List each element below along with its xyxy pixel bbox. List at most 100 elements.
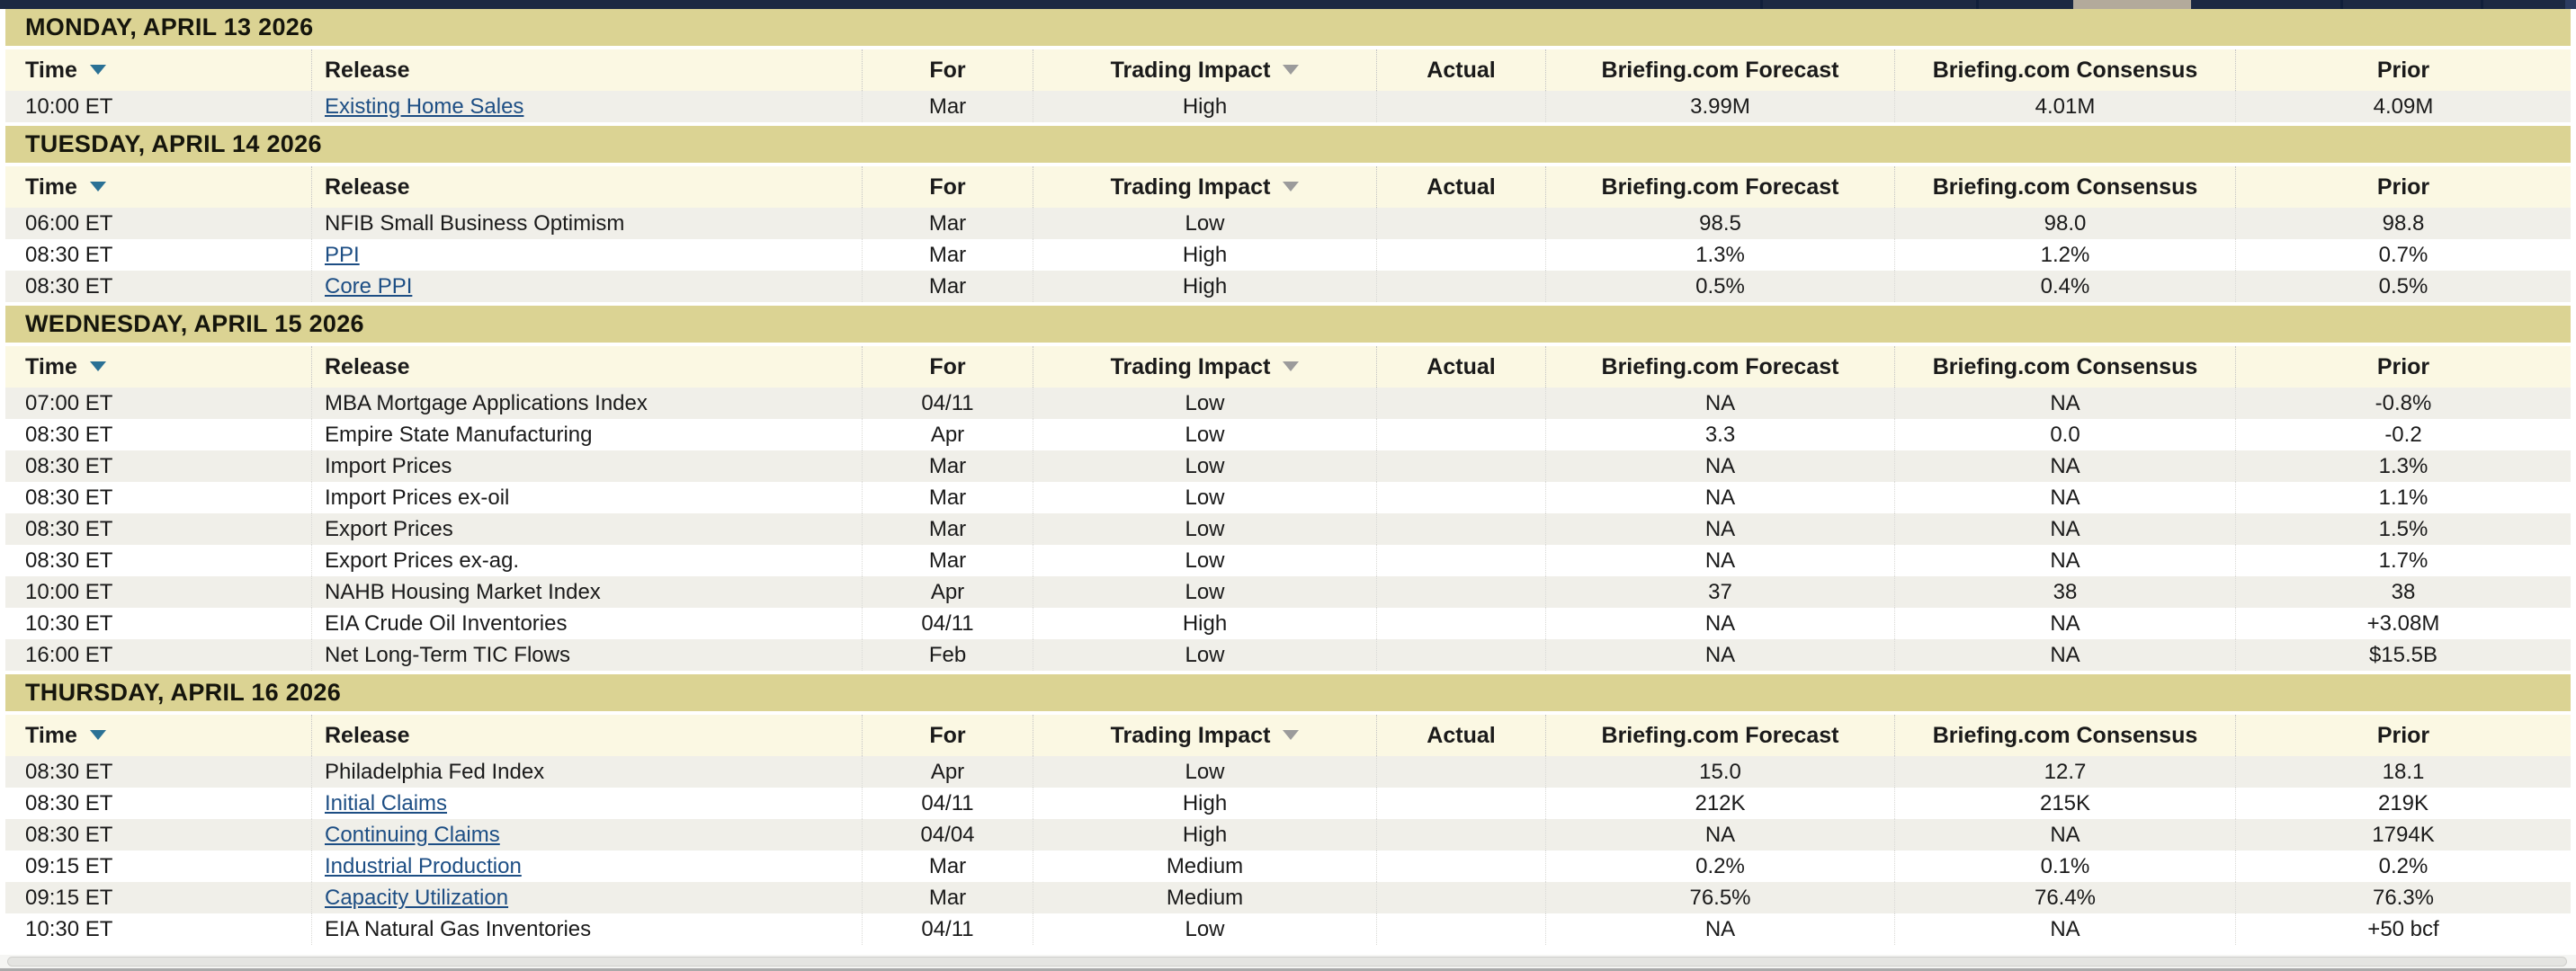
trading-impact-cell: High xyxy=(1033,608,1376,639)
for-cell: Mar xyxy=(862,851,1033,882)
prior-cell: -0.8% xyxy=(2235,388,2571,419)
release-link[interactable]: PPI xyxy=(325,243,360,267)
sort-descending-arrow-icon xyxy=(89,64,106,75)
actual-cell xyxy=(1376,576,1545,608)
forecast-cell: 212K xyxy=(1545,788,1894,819)
release-link[interactable]: Initial Claims xyxy=(325,791,448,815)
trading-impact-cell: High xyxy=(1033,91,1376,122)
prior-cell: 38 xyxy=(2235,576,2571,608)
sort-descending-arrow-icon xyxy=(1283,361,1300,371)
column-header-label: Prior xyxy=(2376,174,2430,200)
release-cell: PPI xyxy=(311,239,862,271)
column-header-label: Time xyxy=(25,174,77,200)
column-header-time[interactable]: Time xyxy=(5,346,311,388)
release-cell: NFIB Small Business Optimism xyxy=(311,208,862,239)
time-cell: 08:30 ET xyxy=(25,423,113,447)
for-cell: Apr xyxy=(862,576,1033,608)
trading-impact-cell: High xyxy=(1033,788,1376,819)
column-header-label: Briefing.com Consensus xyxy=(1932,174,2198,200)
event-row: 08:30 ET Export Prices ex-ag. Mar Low NA NA 1.… xyxy=(5,545,2571,576)
column-header-label: Briefing.com Consensus xyxy=(1932,723,2198,748)
prior-cell: 98.8 xyxy=(2235,208,2571,239)
prior-cell: 1.5% xyxy=(2235,513,2571,545)
column-header-time[interactable]: Time xyxy=(5,49,311,91)
column-header-row: Time Release For Trading Impact Actual Briefi… xyxy=(5,715,2571,756)
consensus-cell: 215K xyxy=(1894,788,2235,819)
trading-impact-cell: Low xyxy=(1033,208,1376,239)
sort-descending-arrow-icon xyxy=(1283,729,1300,740)
horizontal-scrollbar[interactable] xyxy=(0,955,2576,968)
column-header-label: Briefing.com Consensus xyxy=(1932,58,2198,83)
release-link[interactable]: Existing Home Sales xyxy=(325,94,524,119)
prior-cell: 1.7% xyxy=(2235,545,2571,576)
day-section: TUESDAY, APRIL 14 2026 Time Release For Trad… xyxy=(5,126,2571,302)
event-row: 08:30 ET Export Prices Mar Low NA NA 1.5% xyxy=(5,513,2571,545)
consensus-cell: 98.0 xyxy=(1894,208,2235,239)
for-cell: Mar xyxy=(862,239,1033,271)
nav-separator xyxy=(1976,0,1979,9)
prior-cell: $15.5B xyxy=(2235,639,2571,671)
forecast-cell: NA xyxy=(1545,639,1894,671)
for-cell: Mar xyxy=(862,91,1033,122)
release-link[interactable]: Continuing Claims xyxy=(325,823,500,847)
trading-impact-cell: Low xyxy=(1033,450,1376,482)
prior-cell: +50 bcf xyxy=(2235,913,2571,945)
for-cell: Apr xyxy=(862,756,1033,788)
column-header-briefing-com-consensus: Briefing.com Consensus xyxy=(1894,166,2235,208)
column-header-trading-impact[interactable]: Trading Impact xyxy=(1033,166,1376,208)
trading-impact-cell: Medium xyxy=(1033,851,1376,882)
column-header-label: Prior xyxy=(2376,354,2430,379)
release-link[interactable]: Capacity Utilization xyxy=(325,886,509,910)
for-cell: 04/11 xyxy=(862,788,1033,819)
trading-impact-cell: Low xyxy=(1033,639,1376,671)
trading-impact-cell: Low xyxy=(1033,513,1376,545)
release-cell: Philadelphia Fed Index xyxy=(311,756,862,788)
for-cell: Apr xyxy=(862,419,1033,450)
prior-cell: 0.2% xyxy=(2235,851,2571,882)
release-link[interactable]: Industrial Production xyxy=(325,854,522,878)
scrollbar-thumb[interactable] xyxy=(7,957,2567,967)
release-link[interactable]: Core PPI xyxy=(325,274,413,298)
actual-cell xyxy=(1376,545,1545,576)
column-header-time[interactable]: Time xyxy=(5,166,311,208)
sort-descending-arrow-icon xyxy=(89,181,106,192)
column-header-label: Prior xyxy=(2376,58,2430,83)
event-row: 09:15 ET Capacity Utilization Mar Medium 76.… xyxy=(5,882,2571,913)
actual-cell xyxy=(1376,608,1545,639)
trading-impact-cell: High xyxy=(1033,271,1376,302)
for-cell: Mar xyxy=(862,208,1033,239)
sort-descending-arrow-icon xyxy=(1283,181,1300,192)
column-header-actual: Actual xyxy=(1376,346,1545,388)
release-cell: Export Prices ex-ag. xyxy=(311,545,862,576)
release-cell: Import Prices xyxy=(311,450,862,482)
forecast-cell: 76.5% xyxy=(1545,882,1894,913)
prior-cell: 18.1 xyxy=(2235,756,2571,788)
column-header-label: Time xyxy=(25,354,77,379)
event-row: 08:30 ET Import Prices ex-oil Mar Low NA NA 1.… xyxy=(5,482,2571,513)
column-header-row: Time Release For Trading Impact Actual Briefi… xyxy=(5,346,2571,388)
column-header-time[interactable]: Time xyxy=(5,715,311,756)
prior-cell: 1.1% xyxy=(2235,482,2571,513)
actual-cell xyxy=(1376,388,1545,419)
release-cell: Export Prices xyxy=(311,513,862,545)
column-header-trading-impact[interactable]: Trading Impact xyxy=(1033,715,1376,756)
column-header-label: Time xyxy=(25,723,77,748)
column-header-prior: Prior xyxy=(2235,715,2571,756)
for-cell: Mar xyxy=(862,545,1033,576)
release-cell: Net Long-Term TIC Flows xyxy=(311,639,862,671)
release-cell: EIA Natural Gas Inventories xyxy=(311,913,862,945)
day-section: MONDAY, APRIL 13 2026 Time Release For Tradi… xyxy=(5,9,2571,122)
column-header-briefing-com-consensus: Briefing.com Consensus xyxy=(1894,346,2235,388)
forecast-cell: 0.5% xyxy=(1545,271,1894,302)
column-header-trading-impact[interactable]: Trading Impact xyxy=(1033,49,1376,91)
column-header-briefing-com-forecast: Briefing.com Forecast xyxy=(1545,346,1894,388)
time-cell: 08:30 ET xyxy=(25,548,113,573)
event-row: 08:30 ET Core PPI Mar High 0.5% 0.4% 0.5% xyxy=(5,271,2571,302)
for-cell: Mar xyxy=(862,482,1033,513)
nav-segment-highlight xyxy=(2073,0,2191,9)
column-header-label: Trading Impact xyxy=(1110,58,1271,83)
actual-cell xyxy=(1376,913,1545,945)
column-header-trading-impact[interactable]: Trading Impact xyxy=(1033,346,1376,388)
time-cell: 09:15 ET xyxy=(25,886,113,910)
trading-impact-cell: Low xyxy=(1033,419,1376,450)
